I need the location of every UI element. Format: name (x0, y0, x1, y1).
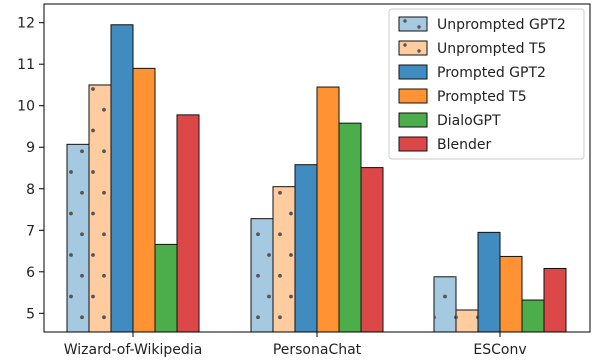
bar-hatch-unprompted-gpt2-personachat (251, 218, 273, 332)
y-tick-label: 7 (26, 223, 35, 239)
y-tick-label: 8 (26, 182, 35, 198)
bar-dialogpt-personachat (338, 122, 362, 333)
legend-swatch-prompted-t5 (398, 88, 428, 104)
bar-hatch-unprompted-gpt2-wizard-of-wikipedia (67, 144, 89, 332)
y-tick-label: 6 (26, 265, 35, 281)
legend-swatch-dot (403, 43, 407, 47)
x-tick-label: PersonaChat (273, 342, 362, 358)
x-axis: Wizard-of-Wikipedia PersonaChat ESConv (64, 332, 527, 358)
legend-swatch-unprompted-gpt2 (398, 16, 428, 32)
x-tick-label: Wizard-of-Wikipedia (64, 342, 203, 358)
bar-hatch-unprompted-gpt2-esconv (434, 276, 456, 332)
y-axis: 5 6 7 8 9 10 11 12 (17, 16, 44, 322)
legend-swatch-dot (417, 49, 421, 53)
bar-blender-wizard-of-wikipedia (176, 114, 200, 333)
bar-blender-personachat (360, 167, 384, 333)
bar-prompted-t5-wizard-of-wikipedia (132, 67, 156, 333)
legend-swatch-unprompted-t5 (398, 40, 428, 56)
legend-swatch-dot (417, 25, 421, 29)
y-tick-label: 10 (17, 99, 35, 115)
legend-swatch-dialogpt (398, 112, 428, 128)
bar-prompted-gpt2-wizard-of-wikipedia (110, 24, 134, 333)
bar-prompted-gpt2-esconv (477, 231, 501, 333)
y-tick-label: 5 (26, 306, 35, 322)
legend-label-blender: Blender (437, 137, 491, 153)
legend-swatch-dot (403, 19, 407, 23)
bar-dialogpt-esconv (521, 299, 545, 333)
legend-swatch-blender (398, 136, 428, 152)
legend-label-unprompted-gpt2: Unprompted GPT2 (437, 17, 566, 33)
legend-swatch-prompted-gpt2 (398, 64, 428, 80)
bar-prompted-gpt2-personachat (294, 164, 318, 333)
bar-prompted-t5-personachat (316, 86, 340, 333)
legend: Unprompted GPT2 Unprompted T5 Prompted GPT… (388, 8, 585, 160)
legend-box (388, 8, 585, 160)
x-tick-label: ESConv (473, 342, 526, 358)
y-tick-label: 9 (26, 140, 35, 156)
bar-hatch-unprompted-t5-wizard-of-wikipedia (89, 84, 111, 332)
bar-prompted-t5-esconv (499, 255, 523, 333)
bar-dialogpt-wizard-of-wikipedia (154, 243, 178, 333)
legend-label-dialogpt: DialoGPT (437, 113, 501, 129)
bar-blender-esconv (543, 267, 567, 333)
bar-hatch-unprompted-t5-personachat (273, 186, 295, 332)
legend-label-prompted-t5: Prompted T5 (437, 89, 527, 105)
legend-label-prompted-gpt2: Prompted GPT2 (437, 65, 546, 81)
y-tick-label: 11 (17, 57, 35, 73)
y-tick-label: 12 (17, 16, 35, 32)
plot-area (43, 3, 591, 333)
legend-label-unprompted-t5: Unprompted T5 (437, 41, 546, 57)
bar-hatch-unprompted-t5-esconv (456, 309, 478, 332)
